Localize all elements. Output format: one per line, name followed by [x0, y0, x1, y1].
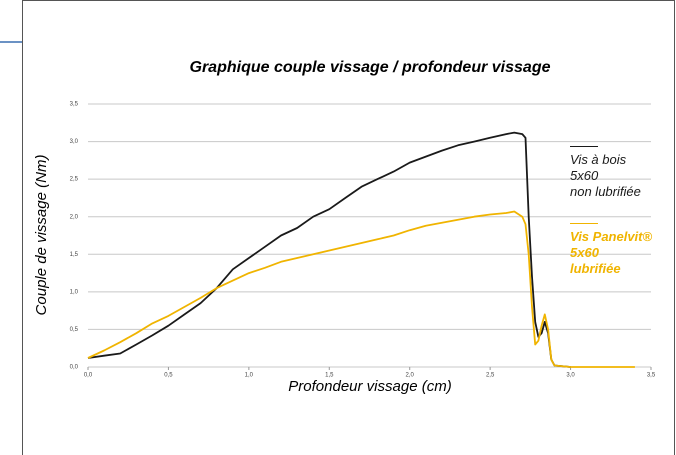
y-tick-label: 0,0 [70, 365, 79, 371]
x-tick-label: 1,5 [325, 373, 334, 379]
y-tick-label: 3,0 [70, 139, 79, 145]
legend-label: Vis à bois 5x60 non lubrifiée [570, 152, 641, 199]
x-axis-label: Profondeur vissage (cm) [288, 378, 451, 395]
x-tick-label: 3,5 [647, 373, 656, 379]
y-axis-label: Couple de vissage (Nm) [33, 155, 50, 316]
y-tick-label: 0,5 [70, 327, 79, 333]
x-tick-label: 0,5 [164, 373, 173, 379]
series-line [87, 131, 571, 368]
y-tick-label: 2,0 [70, 214, 79, 220]
frame [22, 0, 675, 455]
x-tick-label: 0,0 [84, 373, 93, 379]
x-tick-label: 3,0 [566, 373, 575, 379]
x-tick-label: 1,0 [245, 373, 254, 379]
x-tick-label: 2,0 [406, 373, 415, 379]
y-tick-label: 1,0 [70, 289, 79, 295]
legend-swatch [570, 223, 598, 224]
y-tick-label: 1,5 [70, 252, 79, 258]
y-tick-label: 3,5 [70, 102, 79, 108]
legend-swatch [570, 146, 598, 147]
y-tick-label: 2,5 [70, 177, 79, 183]
series-line [87, 210, 635, 368]
chart-title: Graphique couple vissage / profondeur vi… [190, 59, 551, 76]
legend-label: Vis Panelvit® 5x60 lubrifiée [570, 229, 653, 276]
x-tick-label: 2,5 [486, 373, 495, 379]
